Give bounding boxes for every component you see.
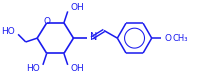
Text: CH₃: CH₃ <box>172 34 187 43</box>
Text: HO: HO <box>26 64 40 73</box>
Text: HO: HO <box>1 27 15 36</box>
Text: O: O <box>43 17 50 26</box>
Text: OH: OH <box>70 3 84 12</box>
Text: OH: OH <box>70 64 84 73</box>
Text: N: N <box>89 32 97 42</box>
Text: O: O <box>163 34 170 43</box>
